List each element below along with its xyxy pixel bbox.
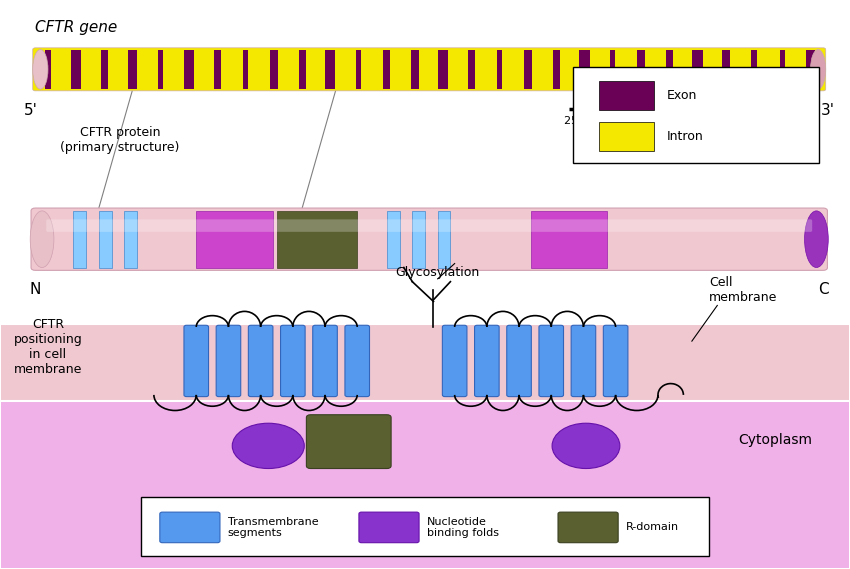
Bar bbox=[807, 50, 814, 89]
Text: Glycosylation: Glycosylation bbox=[395, 266, 480, 279]
Bar bbox=[383, 50, 390, 89]
Text: Intron: Intron bbox=[666, 130, 703, 143]
Bar bbox=[411, 50, 419, 89]
FancyBboxPatch shape bbox=[280, 325, 305, 397]
Bar bbox=[356, 50, 361, 89]
Bar bbox=[73, 211, 86, 267]
FancyBboxPatch shape bbox=[604, 325, 628, 397]
Bar bbox=[722, 50, 730, 89]
FancyBboxPatch shape bbox=[474, 325, 499, 397]
Text: Cytoplasm: Cytoplasm bbox=[739, 433, 813, 447]
Text: R-domain: R-domain bbox=[626, 522, 679, 533]
Text: CFTR gene: CFTR gene bbox=[36, 20, 117, 35]
Text: C: C bbox=[818, 282, 829, 296]
Bar bbox=[99, 211, 111, 267]
Text: 3': 3' bbox=[820, 104, 835, 118]
Bar bbox=[637, 50, 645, 89]
Bar bbox=[101, 50, 108, 89]
Text: CFTR protein
(primary structure): CFTR protein (primary structure) bbox=[60, 126, 179, 154]
Bar bbox=[598, 81, 654, 110]
FancyBboxPatch shape bbox=[46, 220, 813, 232]
Text: 5': 5' bbox=[24, 104, 38, 118]
Bar bbox=[693, 50, 703, 89]
FancyBboxPatch shape bbox=[216, 325, 241, 397]
Ellipse shape bbox=[33, 50, 48, 89]
FancyBboxPatch shape bbox=[248, 325, 273, 397]
Bar bbox=[124, 211, 137, 267]
Text: Exon: Exon bbox=[666, 89, 697, 102]
Bar bbox=[298, 50, 305, 89]
FancyBboxPatch shape bbox=[345, 325, 370, 397]
Ellipse shape bbox=[552, 423, 620, 468]
Ellipse shape bbox=[811, 50, 825, 89]
Bar bbox=[269, 50, 278, 89]
FancyBboxPatch shape bbox=[539, 325, 564, 397]
Text: 25 Kilobases: 25 Kilobases bbox=[564, 116, 634, 126]
Bar bbox=[158, 50, 163, 89]
FancyBboxPatch shape bbox=[558, 512, 618, 543]
Bar bbox=[184, 50, 195, 89]
Bar bbox=[553, 50, 559, 89]
Text: Cell
membrane: Cell membrane bbox=[709, 277, 777, 304]
FancyBboxPatch shape bbox=[573, 67, 819, 163]
FancyBboxPatch shape bbox=[160, 512, 220, 543]
FancyBboxPatch shape bbox=[571, 325, 596, 397]
FancyBboxPatch shape bbox=[141, 497, 709, 556]
Bar bbox=[438, 211, 450, 267]
Bar bbox=[610, 50, 615, 89]
Ellipse shape bbox=[232, 423, 304, 468]
Bar bbox=[439, 50, 449, 89]
Bar bbox=[326, 50, 336, 89]
Text: N: N bbox=[30, 282, 41, 296]
FancyBboxPatch shape bbox=[359, 512, 419, 543]
Bar bbox=[779, 50, 785, 89]
Text: Nucleotide
binding folds: Nucleotide binding folds bbox=[427, 517, 499, 538]
FancyBboxPatch shape bbox=[184, 325, 208, 397]
Bar bbox=[751, 50, 757, 89]
FancyBboxPatch shape bbox=[442, 325, 467, 397]
Bar bbox=[598, 122, 654, 151]
Bar bbox=[387, 211, 399, 267]
Bar bbox=[524, 50, 532, 89]
Bar bbox=[243, 50, 248, 89]
Bar bbox=[277, 211, 357, 267]
Bar bbox=[580, 50, 590, 89]
FancyBboxPatch shape bbox=[31, 208, 827, 270]
Bar bbox=[531, 211, 607, 267]
Bar bbox=[71, 50, 82, 89]
Bar bbox=[2, 324, 848, 401]
Bar bbox=[128, 50, 137, 89]
Bar bbox=[2, 401, 848, 568]
Bar bbox=[468, 50, 475, 89]
FancyBboxPatch shape bbox=[306, 415, 391, 468]
Bar bbox=[497, 50, 502, 89]
Bar bbox=[196, 211, 273, 267]
FancyBboxPatch shape bbox=[313, 325, 337, 397]
Bar bbox=[2, 290, 848, 409]
Ellipse shape bbox=[805, 211, 828, 267]
Bar bbox=[214, 50, 221, 89]
Bar bbox=[666, 50, 672, 89]
Text: Transmembrane
segments: Transmembrane segments bbox=[228, 517, 318, 538]
Ellipse shape bbox=[31, 211, 54, 267]
FancyBboxPatch shape bbox=[33, 48, 825, 91]
FancyBboxPatch shape bbox=[507, 325, 531, 397]
Bar bbox=[412, 211, 425, 267]
Bar bbox=[44, 50, 51, 89]
Text: CFTR
positioning
in cell
membrane: CFTR positioning in cell membrane bbox=[14, 318, 82, 376]
